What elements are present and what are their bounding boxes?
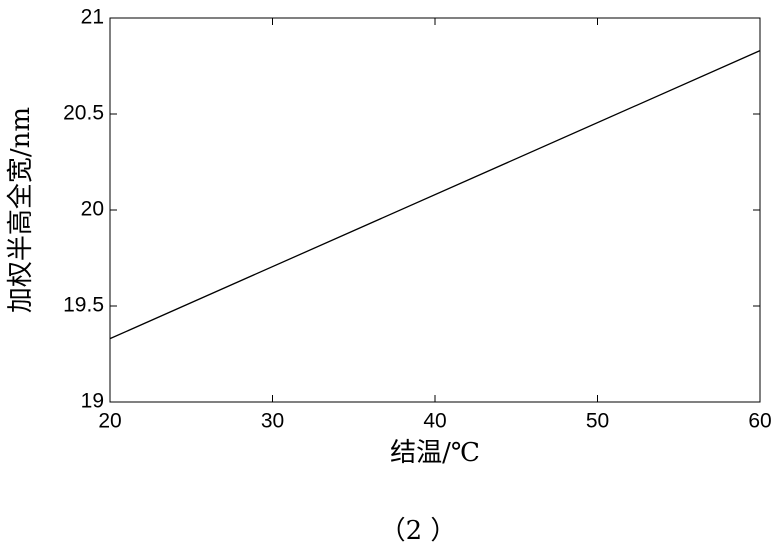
x-tick-label: 30	[261, 410, 284, 433]
y-tick-label: 21	[81, 6, 104, 29]
line	[109, 50, 761, 340]
x-tick-label: 50	[586, 410, 609, 433]
caption: （2 ）	[380, 516, 457, 546]
y-tick-label: 20.5	[63, 102, 104, 125]
y-tick-label: 20	[81, 198, 104, 221]
plot-area	[109, 17, 761, 403]
x-axis-label: 结温/℃	[390, 438, 480, 468]
x-tick-label: 40	[423, 410, 446, 433]
x-tick-label: 20	[98, 410, 121, 433]
y-axis-label: 加权半高全宽/nm	[6, 107, 36, 313]
y-tick-label: 19	[81, 390, 104, 413]
y-tick-label: 19.5	[63, 294, 104, 317]
x-tick-label: 60	[748, 410, 771, 433]
